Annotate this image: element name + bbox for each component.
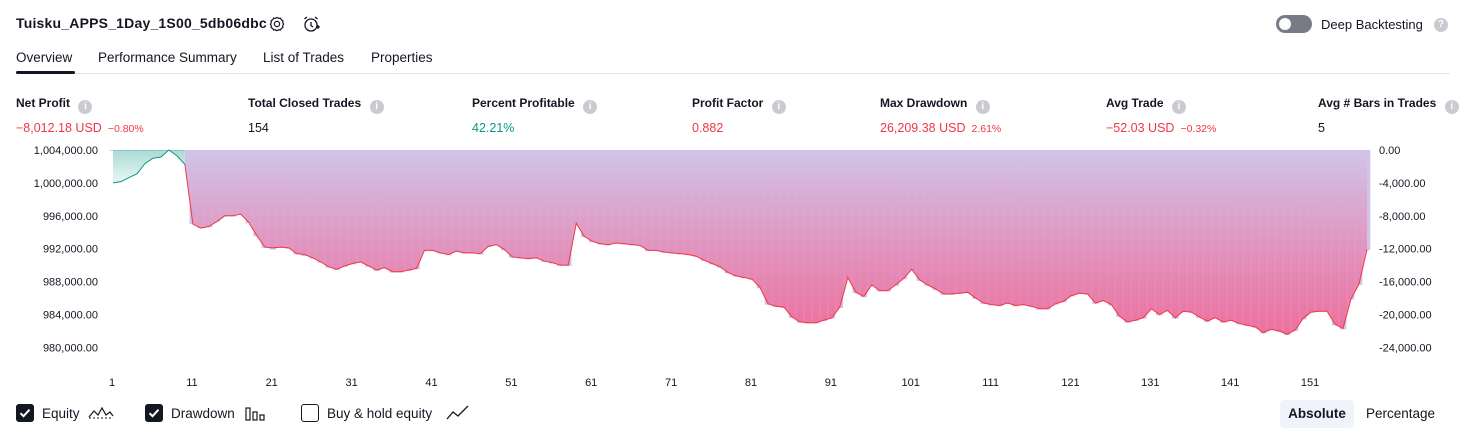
info-icon[interactable]: i [975, 100, 990, 114]
buy-hold-line-icon [445, 404, 471, 427]
x-tick-label: 81 [745, 377, 757, 389]
active-tab-indicator [16, 71, 75, 74]
x-tick-label: 131 [1141, 377, 1159, 389]
equity-line-down [184, 164, 1368, 335]
metric-value: −8,012.18 USD [16, 121, 102, 135]
y-right-tick-label: 0.00 [1379, 145, 1400, 157]
equity-line-up [112, 149, 186, 184]
buy-hold-legend-label: Buy & hold equity [327, 406, 433, 421]
x-tick-label: 21 [266, 377, 278, 389]
metric-value: 5 [1318, 121, 1325, 135]
toggle-knob [1279, 18, 1291, 30]
y-right-tick-label: -24,000.00 [1379, 342, 1432, 354]
y-right-tick-label: -4,000.00 [1379, 178, 1425, 190]
metric-label: Net Profit [16, 96, 70, 110]
x-tick-label: 31 [345, 377, 357, 389]
x-tick-label: 1 [109, 377, 115, 389]
x-tick-label: 91 [825, 377, 837, 389]
drawdown-checkbox[interactable] [145, 404, 163, 422]
equity-line-icon [88, 404, 114, 427]
y-left-tick-label: 992,000.00 [43, 244, 98, 256]
y-right-tick-label: -20,000.00 [1379, 310, 1432, 322]
x-tick-label: 51 [505, 377, 517, 389]
y-right-tick-label: -12,000.00 [1379, 244, 1432, 256]
equity-profit-fill [113, 150, 185, 183]
info-icon[interactable]: i [771, 100, 786, 114]
tab-divider [16, 73, 1450, 74]
x-tick-label: 71 [665, 377, 677, 389]
y-left-tick-label: 996,000.00 [43, 211, 98, 223]
drawdown-bars-icon [244, 404, 268, 427]
add-alert-clock-icon[interactable] [301, 14, 321, 34]
strategy-title: Tuisku_APPS_1Day_1S00_5db06dbc [16, 15, 267, 31]
metric-profit-factor: Profit Factor i 0.882 [692, 94, 786, 137]
equity-lines [112, 149, 1368, 335]
y-left-tick-label: 1,004,000.00 [34, 145, 98, 157]
metric-label: Profit Factor [692, 96, 764, 110]
metric-value: 0.882 [692, 121, 724, 135]
y-left-tick-label: 988,000.00 [43, 277, 98, 289]
equity-loss-fill [184, 150, 1367, 335]
metric-label: Max Drawdown [880, 96, 968, 110]
metric-total-closed-trades: Total Closed Trades i 154 [248, 94, 384, 137]
y-left-tick-label: 980,000.00 [43, 342, 98, 354]
metric-avg-bars-in-trades: Avg # Bars in Trades i 5 [1318, 94, 1459, 137]
x-tick-label: 41 [425, 377, 437, 389]
buy-hold-equity-checkbox[interactable] [301, 404, 319, 422]
right-axis-labels: 0.00 -4,000.00 -8,000.00 -12,000.00 -16,000.… [1379, 145, 1432, 354]
settings-gear-icon[interactable] [267, 14, 287, 34]
x-tick-label: 111 [982, 377, 999, 389]
metric-max-drawdown: Max Drawdown i 26,209.38 USD 2.61% [880, 94, 1001, 137]
metric-value: 26,209.38 USD [880, 121, 966, 135]
info-icon[interactable]: i [369, 100, 384, 114]
percentage-scale-button[interactable]: Percentage [1366, 406, 1436, 421]
tab-performance-summary[interactable]: Performance Summary [98, 50, 237, 65]
help-icon[interactable]: ? [1434, 18, 1448, 32]
tab-list-of-trades[interactable]: List of Trades [263, 50, 345, 65]
x-tick-label: 121 [1061, 377, 1079, 389]
info-icon[interactable]: i [583, 100, 598, 114]
x-tick-label: 151 [1301, 377, 1319, 389]
equity-area [113, 150, 1367, 335]
deep-backtesting-toggle[interactable] [1276, 15, 1312, 33]
metric-percent: −0.80% [107, 123, 144, 135]
equity-drawdown-chart[interactable]: 1,004,000.00 1,000,000.00 996,000.00 992,00… [0, 140, 1466, 392]
metric-percent-profitable: Percent Profitable i 42.21% [472, 94, 598, 137]
x-axis-labels: 1 11 21 31 41 51 61 71 81 91 101 111 121 131 141 151 [109, 377, 1319, 389]
tab-overview[interactable]: Overview [16, 50, 73, 65]
metric-label: Avg Trade [1106, 96, 1164, 110]
metric-label: Avg # Bars in Trades [1318, 96, 1437, 110]
metric-value: 154 [248, 121, 269, 135]
equity-checkbox[interactable] [16, 404, 34, 422]
absolute-scale-button[interactable]: Absolute [1280, 400, 1354, 428]
metric-net-profit: Net Profit i −8,012.18 USD −0.80% [16, 94, 144, 137]
info-icon[interactable]: i [78, 100, 93, 114]
x-tick-label: 141 [1221, 377, 1239, 389]
x-tick-label: 11 [186, 377, 197, 389]
equity-legend-label: Equity [42, 406, 80, 421]
x-tick-label: 101 [902, 377, 920, 389]
metric-label: Total Closed Trades [248, 96, 362, 110]
left-axis-labels: 1,004,000.00 1,000,000.00 996,000.00 992,00… [34, 145, 98, 354]
deep-backtesting-label: Deep Backtesting [1321, 17, 1423, 32]
metric-value: −52.03 USD [1106, 121, 1175, 135]
metric-value: 42.21% [472, 121, 515, 135]
info-icon[interactable]: i [1444, 100, 1459, 114]
y-left-tick-label: 984,000.00 [43, 310, 98, 322]
y-right-tick-label: -16,000.00 [1379, 277, 1432, 289]
drawdown-bar [1363, 150, 1371, 251]
y-right-tick-label: -8,000.00 [1379, 211, 1425, 223]
metric-label: Percent Profitable [472, 96, 575, 110]
tab-properties[interactable]: Properties [371, 50, 433, 65]
y-left-tick-label: 1,000,000.00 [34, 178, 98, 190]
metric-percent: 2.61% [971, 123, 1002, 135]
metric-avg-trade: Avg Trade i −52.03 USD −0.32% [1106, 94, 1216, 137]
x-tick-label: 61 [585, 377, 597, 389]
drawdown-legend-label: Drawdown [171, 406, 235, 421]
metric-percent: −0.32% [1180, 123, 1217, 135]
info-icon[interactable]: i [1172, 100, 1187, 114]
